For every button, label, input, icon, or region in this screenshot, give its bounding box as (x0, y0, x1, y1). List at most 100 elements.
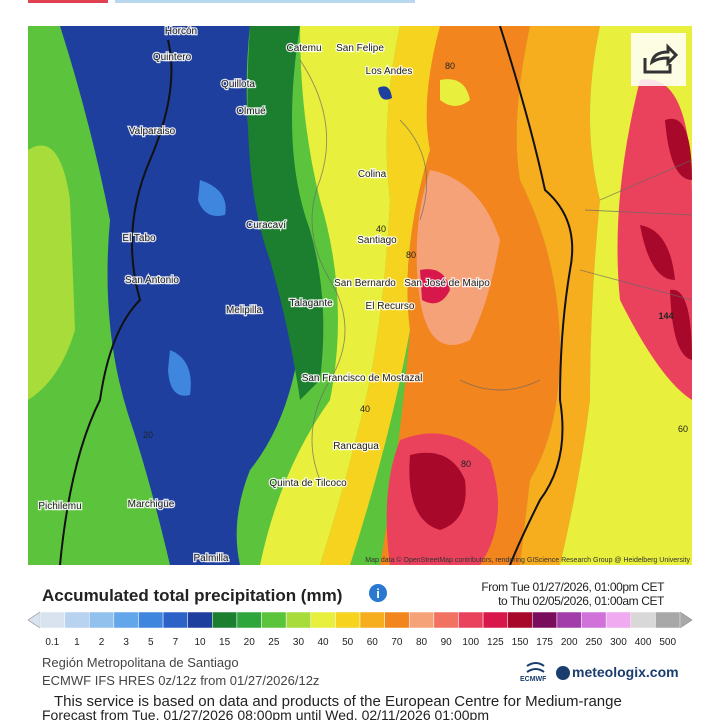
region: Región Metropolitana de Santiago (42, 655, 239, 670)
place-label: Colina (358, 169, 387, 180)
legend-label: 30 (293, 637, 305, 648)
legend-swatch (113, 611, 139, 629)
info-icon-glyph: i (376, 586, 380, 601)
place-label: San Antonio (125, 275, 179, 286)
legend-swatch (433, 611, 459, 629)
legend-label: 2 (99, 637, 105, 648)
brand-logo (556, 666, 570, 680)
notice: This service is based on data and produc… (54, 693, 622, 710)
legend-swatch (212, 611, 238, 629)
place-label: San Bernardo (334, 278, 396, 289)
place-label: Quinta de Tilcoco (269, 478, 347, 489)
info-icon[interactable] (369, 584, 387, 602)
legend-label: 175 (536, 637, 553, 648)
ecmwf-text: ECMWF (520, 676, 547, 683)
period-from: From Tue 01/27/2026, 01:00pm CET (481, 580, 664, 594)
place-label: Palmilla (193, 553, 228, 564)
contour-label: 40 (376, 224, 386, 234)
contour-label: 80 (406, 250, 416, 260)
legend-label: 7 (173, 637, 179, 648)
legend-label: 400 (635, 637, 652, 648)
legend-swatch (532, 611, 558, 629)
legend-label: 90 (441, 637, 453, 648)
legend-label: 40 (318, 637, 330, 648)
contour-label: 40 (360, 404, 370, 414)
legend-swatch (630, 611, 656, 629)
place-label: San Felipe (336, 43, 384, 54)
legend-label: 100 (462, 637, 479, 648)
legend-swatch (655, 611, 681, 629)
place-label: Catemu (286, 43, 321, 54)
place-label: Olmué (236, 106, 266, 117)
contour-label: 144 (658, 311, 673, 321)
place-label: Curacaví (246, 220, 286, 231)
place-label: Talagante (289, 298, 333, 309)
legend-arrow-right (679, 611, 693, 629)
legend-swatch (458, 611, 484, 629)
legend-swatch (88, 611, 115, 629)
forecast-range: Forecast from Tue, 01/27/2026 08:00pm un… (42, 707, 489, 720)
place-label: Marchigüe (128, 499, 175, 510)
brand: meteologix.com (572, 664, 679, 680)
place-label: Quillota (221, 79, 255, 90)
legend-swatch (384, 611, 410, 629)
legend-label: 80 (416, 637, 428, 648)
legend-swatch (285, 611, 312, 629)
legend-label: 10 (194, 637, 206, 648)
place-label: Santiago (357, 235, 397, 246)
legend-swatch (556, 611, 582, 629)
legend-label: 3 (123, 637, 129, 648)
legend-swatch (64, 611, 90, 629)
legend-swatch (408, 611, 435, 629)
legend-swatch (482, 611, 508, 629)
legend-swatch (310, 611, 336, 629)
legend-swatch (507, 611, 533, 629)
share-icon (643, 43, 679, 74)
place-label: El Tabo (122, 233, 156, 244)
contour-label: 20 (143, 430, 153, 440)
legend-label: 50 (342, 637, 354, 648)
legend-swatch (581, 611, 607, 629)
legend-label: 500 (659, 637, 676, 648)
legend-label: 15 (219, 637, 231, 648)
legend-label: 0.1 (45, 637, 59, 648)
legend-label: 60 (367, 637, 379, 648)
place-label: Los Andes (366, 66, 413, 77)
legend-label: 5 (148, 637, 154, 648)
place-label: Rancagua (333, 441, 379, 452)
map-attribution: Map data © OpenStreetMap contributors, r… (365, 556, 690, 564)
legend-swatch (261, 611, 287, 629)
ecmwf-logo (526, 662, 545, 673)
legend-swatch (162, 611, 188, 629)
legend-swatch (138, 611, 164, 629)
top-strip (28, 0, 108, 3)
map-labels: Horcón Quintero Catemu San Felipe Los Andes Q… (37, 25, 688, 566)
legend-label: 250 (586, 637, 603, 648)
legend-swatch (335, 611, 361, 629)
legend-label: 25 (268, 637, 280, 648)
legend-swatch (187, 611, 213, 629)
place-label: Horcón (165, 26, 197, 37)
place-label: El Recurso (366, 301, 415, 312)
legend-swatch (39, 611, 65, 629)
legend-title: Accumulated total precipitation (mm) (42, 586, 343, 605)
legend-swatch (605, 611, 632, 629)
legend-label: 200 (561, 637, 578, 648)
place-label: Valparaiso (129, 126, 176, 137)
legend-label: 125 (487, 637, 504, 648)
legend-label: 300 (610, 637, 627, 648)
legend-label: 1 (74, 637, 80, 648)
precip-map (28, 26, 692, 565)
legend-label: 150 (512, 637, 529, 648)
contour-label: 60 (678, 424, 688, 434)
color-legend: 0.1 1 2 3 5 7 10 15 20 25 30 40 50 60 70 80 90 100 125 150 1… (27, 611, 693, 648)
contour-label: 80 (461, 459, 471, 469)
contour-label: 80 (445, 61, 455, 71)
legend-swatch (359, 611, 385, 629)
place-label: Pichilemu (38, 501, 81, 512)
model: ECMWF IFS HRES 0z/12z from 01/27/2026/12… (42, 673, 320, 688)
legend-swatch (236, 611, 262, 629)
place-label: Quintero (153, 52, 192, 63)
